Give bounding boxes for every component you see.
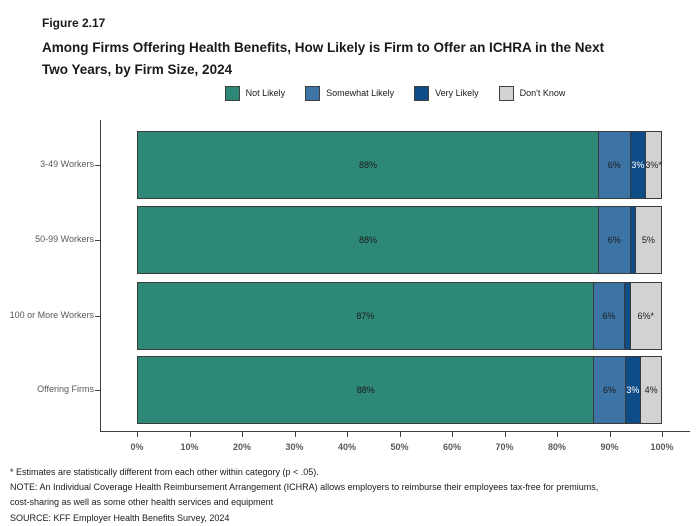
- x-axis-tick-label: 40%: [337, 442, 356, 452]
- chart-title-line-2: Two Years, by Firm Size, 2024: [42, 62, 233, 77]
- bar-segment-value-label: 6%: [603, 385, 617, 395]
- bar-segment-value-label: 6%: [602, 311, 616, 321]
- bar-segment-value-label: 6%*: [637, 311, 654, 321]
- bar-segment-somewhat-likely: 6%: [599, 131, 631, 199]
- x-axis-tick: [504, 432, 506, 437]
- y-axis-label-100-or-more-workers: 100 or More Workers: [9, 310, 94, 320]
- bar-segment-don-t-know: 3%*: [645, 131, 662, 199]
- bar-segment-somewhat-likely: 6%: [593, 282, 626, 350]
- bar-segment-value-label: 6%: [607, 235, 621, 245]
- bar-segment-somewhat-likely: 6%: [594, 356, 626, 424]
- x-axis-tick: [609, 432, 611, 437]
- bar-segment-value-label: 88%: [356, 385, 375, 395]
- y-axis-label-offering-firms: Offering Firms: [37, 384, 94, 394]
- x-axis-tick-label: 10%: [180, 442, 199, 452]
- legend-item-very-likely: Very Likely: [414, 85, 479, 101]
- figure-number: Figure 2.17: [42, 16, 106, 30]
- bar-segment-not-likely: 88%: [137, 131, 599, 199]
- x-axis-tick: [557, 432, 558, 437]
- bar-row-3-49-workers: 88% 6% 3% 3%*: [137, 131, 662, 199]
- plot-area: 88% 6% 3% 3%* 3-49 Workers 88% 6% 5% 50-99 Worke…: [10, 120, 690, 452]
- x-axis-tick-label: 0%: [130, 442, 144, 452]
- bar-segment-value-label: 6%: [607, 160, 621, 170]
- bar-segment-value-label: 3%*: [645, 160, 662, 170]
- x-axis-tick: [294, 432, 296, 437]
- bar-segment-somewhat-likely: 6%: [599, 206, 631, 274]
- x-axis-tick: [137, 432, 138, 437]
- bar-segment-value-label: 4%: [644, 385, 658, 395]
- footnote-note-line-1: NOTE: An Individual Coverage Health Reim…: [10, 482, 599, 493]
- x-axis-tick: [347, 432, 348, 437]
- bar-segment-value-label: 3%: [631, 160, 645, 170]
- x-axis-tick: [189, 432, 191, 437]
- legend-item-somewhat-likely: Somewhat Likely: [305, 85, 395, 101]
- bar-segment-not-likely: 88%: [137, 206, 599, 274]
- bar-segment-very-likely: 3%: [625, 356, 642, 424]
- bar-segment-value-label: 3%: [626, 385, 640, 395]
- x-axis-tick-label: 30%: [285, 442, 304, 452]
- y-axis-label-3-49-workers: 3-49 Workers: [40, 159, 94, 169]
- bar-segment-very-likely: [630, 206, 636, 274]
- bar-segment-don-t-know: 4%: [641, 356, 662, 424]
- y-axis-tick: [95, 316, 100, 317]
- legend-swatch-somewhat-likely: [305, 85, 321, 101]
- x-axis-tick: [452, 432, 453, 437]
- legend-swatch-don-t-know: [498, 85, 514, 101]
- y-axis-label-50-99-workers: 50-99 Workers: [35, 234, 94, 244]
- bar-segment-value-label: 88%: [358, 160, 377, 170]
- x-axis-tick-label: 20%: [232, 442, 251, 452]
- bar-segment-not-likely: 87%: [137, 282, 594, 350]
- legend-label: Very Likely: [435, 88, 479, 98]
- legend-label: Don't Know: [519, 88, 566, 98]
- x-axis-tick-label: 60%: [442, 442, 461, 452]
- bar-segment-very-likely: [625, 282, 631, 350]
- x-axis-tick-label: 90%: [600, 442, 619, 452]
- legend-label: Somewhat Likely: [326, 88, 395, 98]
- x-axis-tick: [662, 432, 663, 437]
- chart-title: Among Firms Offering Health Benefits, Ho…: [42, 37, 682, 81]
- legend-label: Not Likely: [245, 88, 286, 98]
- x-axis-tick-label: 50%: [390, 442, 409, 452]
- x-axis-tick-label: 70%: [495, 442, 514, 452]
- x-axis-tick: [242, 432, 243, 437]
- footnotes: * Estimates are statistically different …: [10, 465, 598, 526]
- y-axis-tick: [95, 390, 100, 391]
- bar-row-offering-firms: 88% 6% 3% 4%: [137, 356, 662, 424]
- bar-segment-value-label: 87%: [356, 311, 375, 321]
- legend: Not Likely Somewhat Likely Very Likely Don'…: [100, 85, 690, 101]
- footnote-note-line-2: cost-sharing as well as some other healt…: [10, 497, 274, 508]
- bar-segment-don-t-know: 6%*: [630, 282, 662, 350]
- x-axis-tick-label: 80%: [547, 442, 566, 452]
- x-axis-tick-label: 100%: [650, 442, 674, 452]
- legend-item-not-likely: Not Likely: [224, 85, 286, 101]
- bar-segment-don-t-know: 5%: [635, 206, 662, 274]
- legend-swatch-not-likely: [224, 85, 240, 101]
- y-axis-tick: [95, 240, 100, 241]
- bar-segment-very-likely: 3%: [630, 131, 647, 199]
- x-axis-tick: [399, 432, 401, 437]
- footnote-source: SOURCE: KFF Employer Health Benefits Sur…: [10, 512, 230, 523]
- chart-title-line-1: Among Firms Offering Health Benefits, Ho…: [42, 40, 605, 55]
- legend-swatch-very-likely: [414, 85, 430, 101]
- bar-segment-not-likely: 88%: [137, 356, 595, 424]
- legend-item-don-t-know: Don't Know: [498, 85, 566, 101]
- footnote-asterisk: * Estimates are statistically different …: [10, 467, 319, 477]
- bar-segment-value-label: 88%: [358, 235, 377, 245]
- bar-row-50-99-workers: 88% 6% 5%: [137, 206, 662, 274]
- y-axis-tick: [95, 165, 100, 166]
- bar-segment-value-label: 5%: [641, 235, 655, 245]
- bar-row-100-or-more-workers: 87% 6% 6%*: [137, 282, 662, 350]
